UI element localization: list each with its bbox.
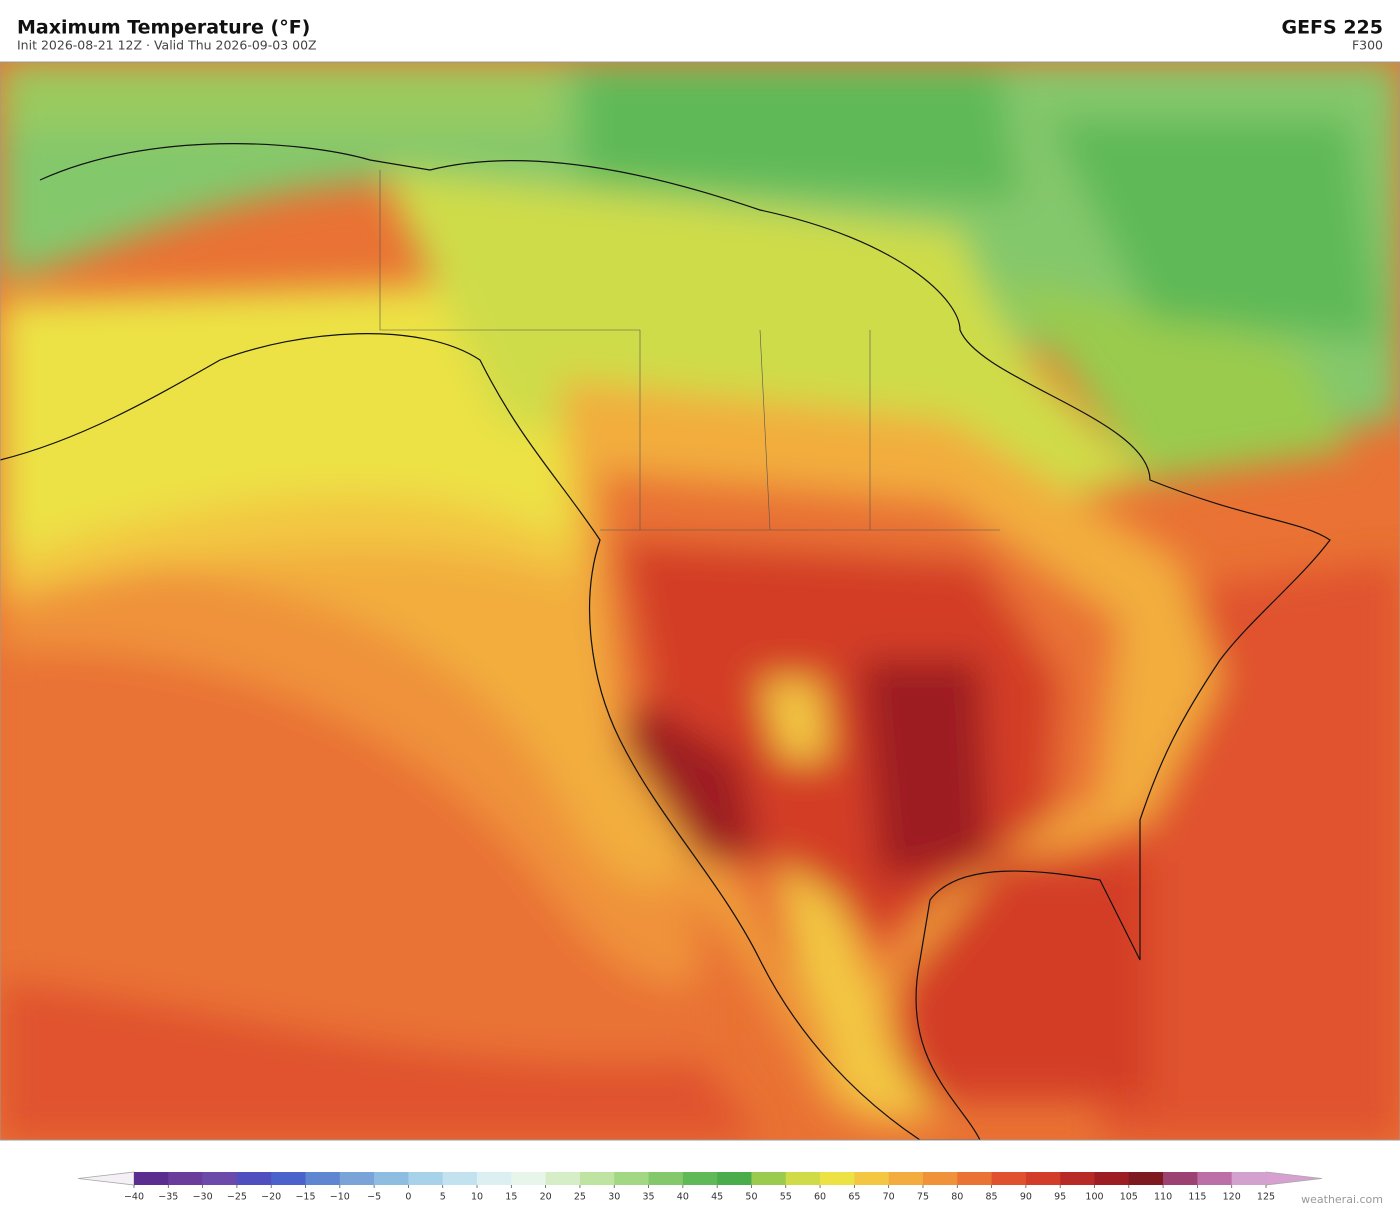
colorbar-tick-label: 50 — [745, 1192, 757, 1203]
colorbar-tick-label: 85 — [986, 1192, 998, 1203]
colorbar-tick-label: 40 — [677, 1192, 689, 1203]
colorbar-tick-label: 95 — [1054, 1192, 1066, 1203]
colorbar-segment — [614, 1172, 649, 1185]
colorbar-extend-low — [77, 1171, 135, 1186]
colorbar-tick-label: −35 — [158, 1192, 178, 1203]
colorbar-segment — [374, 1172, 409, 1185]
colorbar-segment — [957, 1172, 992, 1185]
colorbar-segment — [236, 1172, 272, 1185]
colorbar-segment — [751, 1172, 787, 1185]
colorbar-tick-label: −15 — [295, 1192, 315, 1203]
credit: weatherai.com — [1301, 1193, 1383, 1206]
colorbar-tick-label: 60 — [814, 1192, 826, 1203]
colorbar-tick-label: 65 — [848, 1192, 860, 1203]
colorbar-segment — [991, 1172, 1027, 1185]
colorbar-tick-label: 90 — [1020, 1192, 1032, 1203]
map — [0, 62, 1400, 1140]
colorbar-tick-label: −30 — [193, 1192, 213, 1203]
colorbar-tick-label: 120 — [1223, 1192, 1241, 1203]
colorbar-tick-label: 80 — [951, 1192, 963, 1203]
colorbar-segment — [271, 1172, 306, 1185]
colorbar-segment — [1094, 1172, 1130, 1185]
colorbar-segment — [202, 1172, 238, 1185]
colorbar-segment — [922, 1172, 958, 1185]
colorbar-segment — [305, 1172, 341, 1185]
colorbar-segment — [579, 1172, 615, 1185]
colorbar-segment — [854, 1172, 889, 1185]
colorbar-tick-label: 55 — [780, 1192, 792, 1203]
colorbar-extend-high — [1265, 1171, 1323, 1186]
colorbar-tick-label: −40 — [124, 1192, 144, 1203]
colorbar-segment — [511, 1172, 546, 1185]
colorbar: −40 −35 −30 −25 −20 −15 −10 −5 0 5 10 15 20 25 30 35 40 4… — [124, 1172, 1275, 1203]
title: Maximum Temperature (°F) — [17, 17, 310, 39]
colorbar-tick-label: −5 — [367, 1192, 381, 1203]
forecast-hour: F300 — [1352, 38, 1383, 53]
colorbar-tick-label: 35 — [642, 1192, 654, 1203]
colorbar-tick-label: 75 — [917, 1192, 929, 1203]
colorbar-segment — [785, 1172, 821, 1185]
colorbar-segment — [1060, 1172, 1095, 1185]
colorbar-tick-label: 115 — [1188, 1192, 1206, 1203]
colorbar-segment — [717, 1172, 752, 1185]
colorbar-tick-label: −25 — [227, 1192, 247, 1203]
colorbar-segment — [442, 1172, 478, 1185]
colorbar-segment — [1163, 1172, 1198, 1185]
colorbar-tick-label: 45 — [711, 1192, 723, 1203]
colorbar-tick-label: 10 — [471, 1192, 483, 1203]
colorbar-segment — [1197, 1172, 1232, 1185]
colorbar-segment — [682, 1172, 718, 1185]
map-frame — [0, 61, 1400, 1141]
colorbar-segment — [477, 1172, 512, 1185]
colorbar-tick-label: 25 — [574, 1192, 586, 1203]
colorbar-tick-label: 105 — [1120, 1192, 1138, 1203]
colorbar-segment — [1128, 1172, 1164, 1185]
colorbar-tick-label: 125 — [1257, 1192, 1275, 1203]
colorbar-tick-label: 15 — [505, 1192, 517, 1203]
colorbar-segment — [134, 1172, 169, 1185]
colorbar-segment — [339, 1172, 375, 1185]
colorbar-segment — [1231, 1172, 1267, 1185]
colorbar-tick-label: −10 — [330, 1192, 350, 1203]
colorbar-tick-label: 5 — [440, 1192, 446, 1203]
colorbar-segment — [1025, 1172, 1061, 1185]
colorbar-tick-label: 110 — [1154, 1192, 1172, 1203]
subtitle: Init 2026-08-21 12Z · Valid Thu 2026-09-… — [17, 38, 317, 53]
colorbar-segment — [648, 1172, 684, 1185]
colorbar-tick-label: −20 — [261, 1192, 281, 1203]
colorbar-tick-label: 0 — [405, 1192, 411, 1203]
colorbar-tick-label: 30 — [608, 1192, 620, 1203]
colorbar-segment — [820, 1172, 855, 1185]
colorbar-tick-label: 70 — [883, 1192, 895, 1203]
colorbar-segment — [408, 1172, 444, 1185]
colorbar-tick-label: 20 — [540, 1192, 552, 1203]
colorbar-tick-label: 100 — [1085, 1192, 1103, 1203]
colorbar-segment — [888, 1172, 924, 1185]
model-name: GEFS 225 — [1281, 17, 1383, 39]
colorbar-segment — [168, 1172, 203, 1185]
colorbar-segment — [545, 1172, 581, 1185]
